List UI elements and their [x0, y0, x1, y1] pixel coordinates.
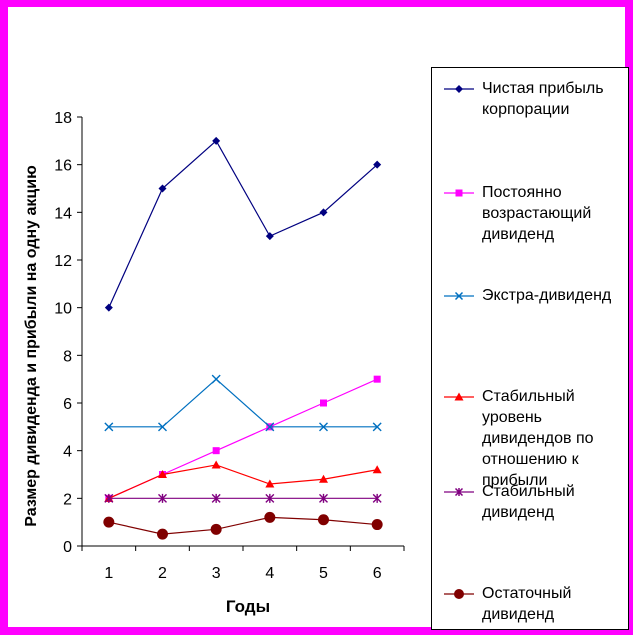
legend-label: Стабильный дивиденд: [482, 483, 575, 521]
chart-legend: Чистая прибыль корпорации Постоянно возр…: [431, 67, 629, 630]
data-point-x: [372, 422, 382, 432]
data-point-square: [320, 399, 327, 407]
data-point-triangle: [211, 460, 221, 469]
y-tick-label: 12: [54, 253, 72, 270]
data-point-triangle: [158, 470, 167, 478]
y-tick-label: 2: [63, 491, 72, 508]
y-tick-label: 4: [63, 444, 72, 461]
data-point-diamond: [212, 136, 221, 145]
series-line-5: [108, 516, 378, 535]
data-point-x: [104, 422, 114, 432]
data-point-star: [158, 493, 167, 503]
data-point-triangle: [319, 474, 328, 483]
data-point-star: [372, 493, 382, 503]
data-point-circle: [157, 528, 168, 540]
data-point-star: [265, 493, 275, 503]
data-point-circle: [264, 511, 276, 523]
legend-label: Постоянно возрастающий дивиденд: [482, 184, 592, 243]
data-point-diamond: [373, 160, 382, 169]
data-point-star: [104, 493, 114, 503]
y-axis-title: Размер дивиденда и прибыли на одну акцию: [23, 165, 40, 527]
data-point-star: [211, 493, 221, 503]
y-tick-label: 16: [54, 158, 72, 175]
legend-marker-circle-icon: [444, 589, 474, 599]
legend-marker-triangle-icon: [444, 392, 474, 401]
data-point-x: [265, 422, 275, 432]
legend-label: Чистая прибыль корпорации: [482, 80, 604, 118]
legend-label: Стабильный уровень дивидендов по отношен…: [482, 388, 594, 489]
data-point-triangle: [265, 479, 275, 488]
data-point-circle: [103, 516, 115, 528]
data-point-triangle: [372, 465, 382, 474]
x-tick-label: 1: [104, 565, 113, 582]
legend-marker-x-icon: [444, 291, 474, 301]
data-point-circle: [318, 514, 329, 526]
chart-frame: 0 2 4 6 8 10 12 14 16 18 1 2 3 4 5 6 Размер дивиденда и…: [8, 7, 629, 630]
legend-label: Остаточный дивиденд: [482, 585, 572, 623]
data-point-diamond: [319, 208, 328, 217]
y-tick-label: 10: [54, 301, 72, 318]
y-tick-label: 6: [63, 396, 72, 413]
data-point-circle: [371, 519, 383, 531]
x-tick-label: 2: [158, 565, 167, 582]
y-tick-label: 14: [54, 205, 72, 222]
series-line-2: [108, 378, 378, 428]
data-point-diamond: [265, 232, 274, 241]
data-point-diamond: [158, 184, 167, 193]
data-point-diamond: [104, 303, 113, 312]
data-point-circle: [210, 523, 222, 535]
legend-marker-star-icon: [444, 487, 474, 497]
legend-label: Экстра-дивиденд: [482, 287, 612, 304]
x-axis-title: Годы: [225, 597, 271, 616]
data-point-x: [211, 374, 221, 384]
x-tick-label: 6: [373, 565, 382, 582]
y-tick-label: 0: [63, 539, 72, 556]
data-point-square: [373, 375, 381, 383]
x-tick-label: 4: [265, 565, 274, 582]
data-point-star: [319, 493, 328, 503]
y-tick-label: 8: [63, 348, 72, 365]
data-point-x: [158, 422, 167, 432]
data-point-x: [319, 422, 328, 432]
series-line-3: [108, 464, 378, 499]
x-tick-label: 3: [212, 565, 221, 582]
data-point-square: [212, 447, 220, 455]
legend-marker-square-icon: [444, 189, 474, 197]
y-tick-label: 18: [54, 110, 72, 127]
legend-marker-diamond-icon: [444, 85, 474, 93]
series-line-0: [108, 139, 378, 308]
x-tick-label: 5: [319, 565, 328, 582]
